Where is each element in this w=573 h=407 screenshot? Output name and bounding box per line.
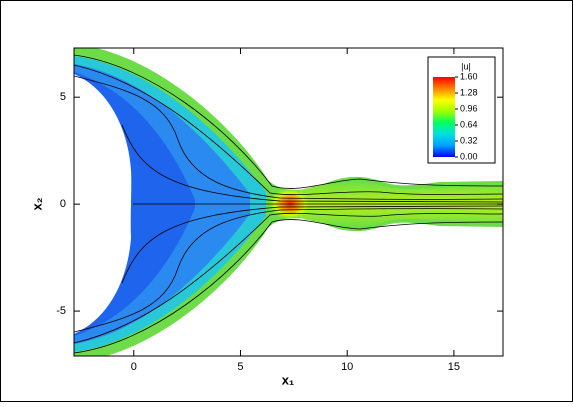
colorbar-title: |u| (461, 61, 471, 71)
streamlines-upper (74, 54, 503, 203)
plot-frame (73, 47, 504, 357)
streamline (74, 64, 503, 196)
colorbar (433, 77, 455, 157)
x-tick-label: 0 (131, 361, 137, 373)
colorbar-tick-label: 0.00 (460, 151, 478, 161)
colorbar-tick-label: 1.28 (460, 87, 478, 97)
streamline (74, 212, 503, 344)
y-axis-label: x₂ (29, 197, 44, 210)
colorbar-tick-label: 1.60 (460, 71, 478, 81)
y-tick-label: 0 (60, 198, 66, 210)
streamlines (74, 54, 503, 354)
streamline (74, 219, 503, 354)
x-tick-label: 10 (341, 361, 353, 373)
x-tick-label: 5 (237, 361, 243, 373)
field-void (74, 74, 132, 334)
y-tick-label: -5 (56, 305, 66, 317)
colorbar-tick-label: 0.64 (460, 119, 478, 129)
streamline (121, 124, 503, 203)
colorbar-tick-label: 0.32 (460, 135, 478, 145)
x-tick-label: 15 (448, 361, 460, 373)
streamline (74, 75, 503, 200)
streamline (121, 205, 503, 284)
colorbar-tick-label: 0.96 (460, 103, 478, 113)
y-tick-label: 5 (60, 91, 66, 103)
streamlines-lower (74, 205, 503, 354)
x-axis-label: x₁ (282, 372, 295, 387)
streamline (74, 54, 503, 189)
field (74, 48, 503, 356)
streamline (74, 208, 503, 333)
